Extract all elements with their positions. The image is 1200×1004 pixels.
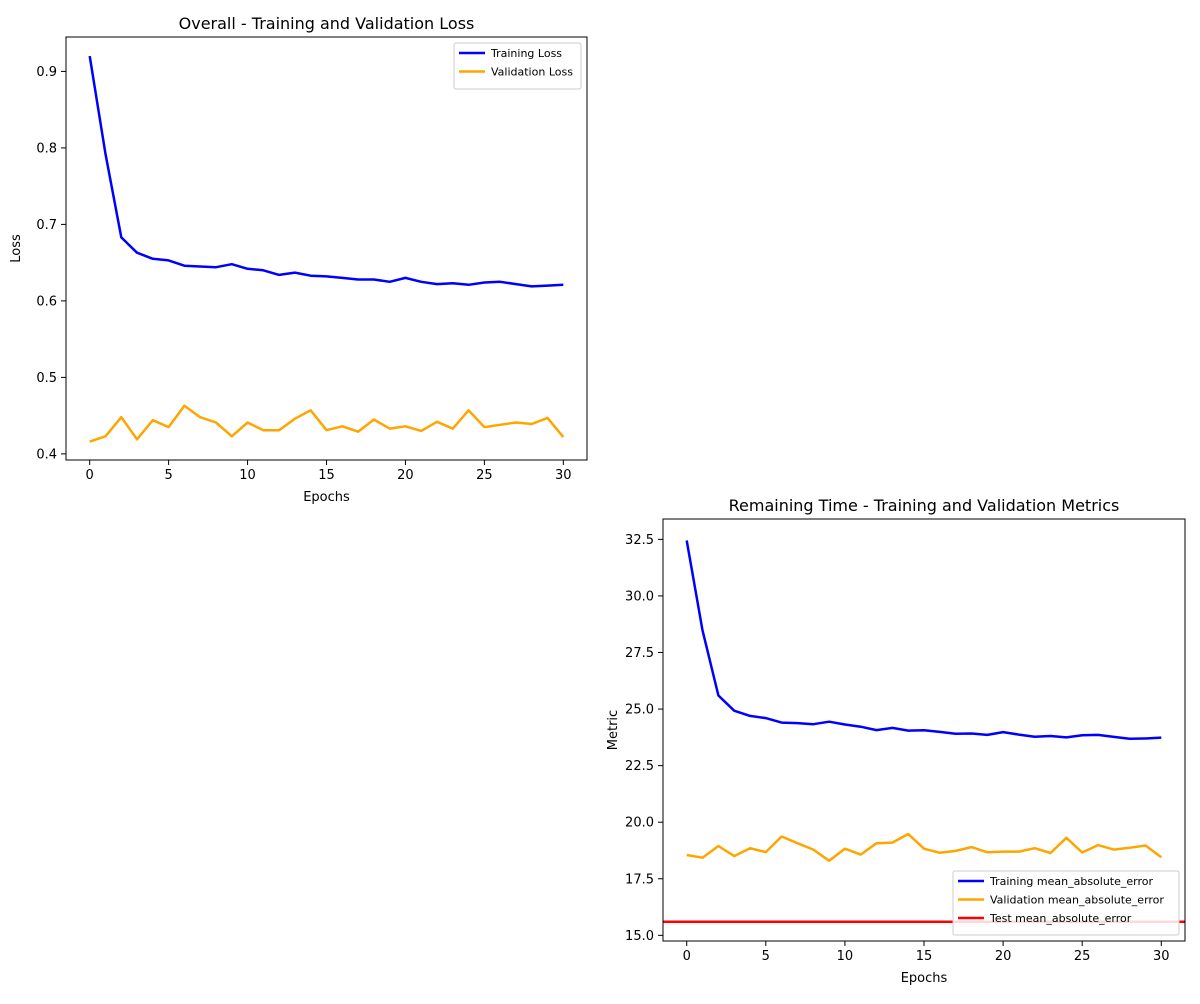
y-tick-label: 0.7 xyxy=(36,218,57,233)
legend-frame xyxy=(952,870,1180,936)
series-line-validation xyxy=(89,404,565,443)
chart-title: Remaining Time - Training and Validation… xyxy=(729,496,1120,515)
y-tick-label: 0.6 xyxy=(36,294,57,309)
y-tick-label: 30.0 xyxy=(625,589,654,604)
y-tick-label: 0.4 xyxy=(36,447,57,462)
x-tick-label: 10 xyxy=(837,949,854,964)
y-tick-label: 20.0 xyxy=(625,816,654,831)
loss-chart-panel: Overall - Training and Validation Loss 0 5… xyxy=(9,14,588,505)
x-tick-label: 20 xyxy=(995,949,1012,964)
chart-title: Overall - Training and Validation Loss xyxy=(179,14,475,33)
plot-frame xyxy=(65,36,588,461)
legend-label: Training mean_absolute_error xyxy=(989,875,1153,888)
y-tick-label: 0.8 xyxy=(36,141,57,156)
metric-chart-panel: Remaining Time - Training and Validation… xyxy=(606,496,1186,986)
y-tick-label: 17.5 xyxy=(625,872,654,887)
y-tick-label: 22.5 xyxy=(625,759,654,774)
x-tick-label: 15 xyxy=(318,468,335,483)
x-tick-label: 15 xyxy=(916,949,933,964)
x-axis-label: Epochs xyxy=(303,490,350,505)
x-tick-label: 20 xyxy=(397,468,414,483)
series-line-training xyxy=(88,55,564,288)
x-tick-label: 0 xyxy=(683,949,691,964)
y-axis-label: Loss xyxy=(9,234,24,263)
y-tick-label: 0.5 xyxy=(36,371,57,386)
legend-label: Training Loss xyxy=(490,47,562,60)
x-axis-label: Epochs xyxy=(901,971,948,986)
legend: Training mean_absolute_error Validation m… xyxy=(952,870,1180,936)
legend-label: Validation Loss xyxy=(491,66,573,79)
y-tick-label: 27.5 xyxy=(625,646,654,661)
y-tick-label: 15.0 xyxy=(625,929,654,944)
series-line-training xyxy=(685,540,1162,740)
series-line-validation xyxy=(686,832,1163,862)
y-tick-label: 0.9 xyxy=(36,65,57,80)
x-tick-label: 25 xyxy=(476,468,493,483)
x-tick-label: 30 xyxy=(1153,949,1170,964)
legend-label: Validation mean_absolute_error xyxy=(990,894,1164,907)
x-tick-label: 5 xyxy=(164,468,172,483)
x-tick-label: 25 xyxy=(1074,949,1091,964)
y-tick-label: 25.0 xyxy=(625,703,654,718)
y-tick-label: 32.5 xyxy=(625,533,654,548)
legend-label: Test mean_absolute_error xyxy=(989,912,1132,925)
x-tick-label: 5 xyxy=(762,949,770,964)
x-tick-label: 0 xyxy=(86,468,94,483)
x-tick-label: 10 xyxy=(239,468,256,483)
legend-frame xyxy=(453,42,582,90)
y-axis-label: Metric xyxy=(606,710,621,750)
legend: Training Loss Validation Loss xyxy=(453,42,582,90)
x-tick-label: 30 xyxy=(555,468,572,483)
